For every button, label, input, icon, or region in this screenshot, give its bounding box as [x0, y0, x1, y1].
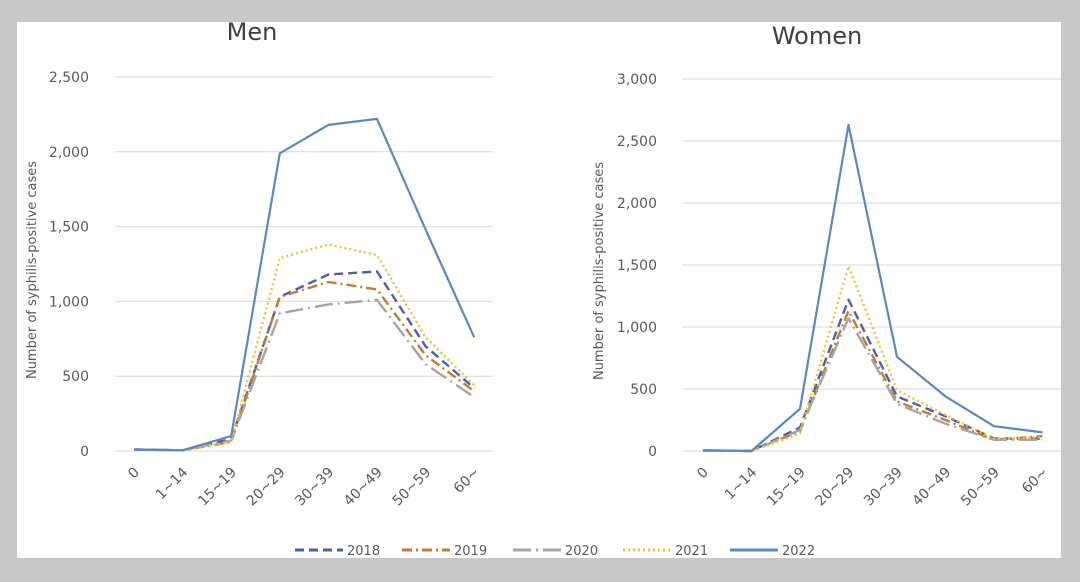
chart-title-men: Men [227, 22, 278, 46]
series-line-2018 [133, 270, 475, 452]
legend-label-2019: 2019 [454, 544, 487, 558]
series-line-2019 [133, 280, 475, 452]
chart-frame: Men 0 500 1,000 1,500 2,000 2,500 Number of sy… [17, 18, 1061, 559]
x-tick-label: 40~49 [341, 465, 386, 510]
series-line-2018 [702, 298, 1043, 453]
x-tick-label: 30~39 [292, 465, 337, 510]
x-tick-label: 60~ [1019, 465, 1051, 497]
series-line-2020 [702, 317, 1043, 453]
chart-men: Men 0 500 1,000 1,500 2,000 2,500 Number of sy… [25, 18, 493, 510]
x-tick-label: 50~59 [390, 465, 435, 510]
x-tick-label: 0 [125, 465, 143, 483]
series-line-2019 [702, 309, 1043, 453]
x-tick-label: 15~19 [764, 465, 809, 510]
legend-label-2022: 2022 [782, 544, 815, 558]
y-tick-label: 1,500 [617, 258, 657, 274]
y-tick-label: 1,000 [617, 320, 657, 336]
y-tick-label: 2,000 [617, 196, 657, 212]
y-tick-label: 2,000 [49, 145, 89, 161]
x-tick-label: 20~29 [813, 465, 858, 510]
y-tick-label: 3,000 [617, 72, 657, 88]
y-tick-label: 0 [648, 444, 657, 460]
x-tick-label: 50~59 [958, 465, 1003, 510]
x-tick-label: 1~14 [153, 464, 192, 503]
y-tick-label: 1,500 [49, 220, 89, 236]
x-tick-label: 15~19 [195, 465, 240, 510]
series-line-2020 [133, 298, 475, 452]
x-tick-label: 40~49 [910, 465, 955, 510]
legend-label-2020: 2020 [565, 544, 598, 558]
series-line-2022 [702, 123, 1043, 453]
y-tick-label: 500 [630, 382, 657, 398]
x-tick-label: 1~14 [722, 464, 761, 503]
y-tick-label: 500 [62, 369, 89, 385]
y-tick-label: 1,000 [49, 294, 89, 310]
y-tick-label: 2,500 [617, 134, 657, 150]
charts-svg: Men 0 500 1,000 1,500 2,000 2,500 Number of sy… [25, 18, 1061, 559]
legend: 2018 2019 2020 2021 2022 [295, 544, 815, 559]
legend-label-2021: 2021 [675, 544, 708, 558]
y-axis-label: Number of syphilis-positive cases [25, 161, 40, 379]
x-tick-label: 60~ [451, 465, 483, 497]
y-tick-label: 2,500 [49, 70, 89, 86]
series-line-2021 [702, 264, 1043, 453]
x-tick-label: 0 [694, 465, 712, 483]
series-line-2022 [133, 117, 476, 452]
chart-title-women: Women [772, 22, 862, 50]
legend-label-2018: 2018 [347, 544, 380, 558]
x-tick-label: 20~29 [244, 465, 289, 510]
x-tick-label: 30~39 [861, 465, 906, 510]
y-axis-label: Number of syphilis-positive cases [592, 162, 607, 380]
series-line-2021 [133, 243, 476, 452]
y-tick-label: 0 [80, 444, 89, 460]
chart-women: Women 0 500 1,000 1,500 2,000 2,500 3,000 Numbe… [592, 22, 1061, 509]
